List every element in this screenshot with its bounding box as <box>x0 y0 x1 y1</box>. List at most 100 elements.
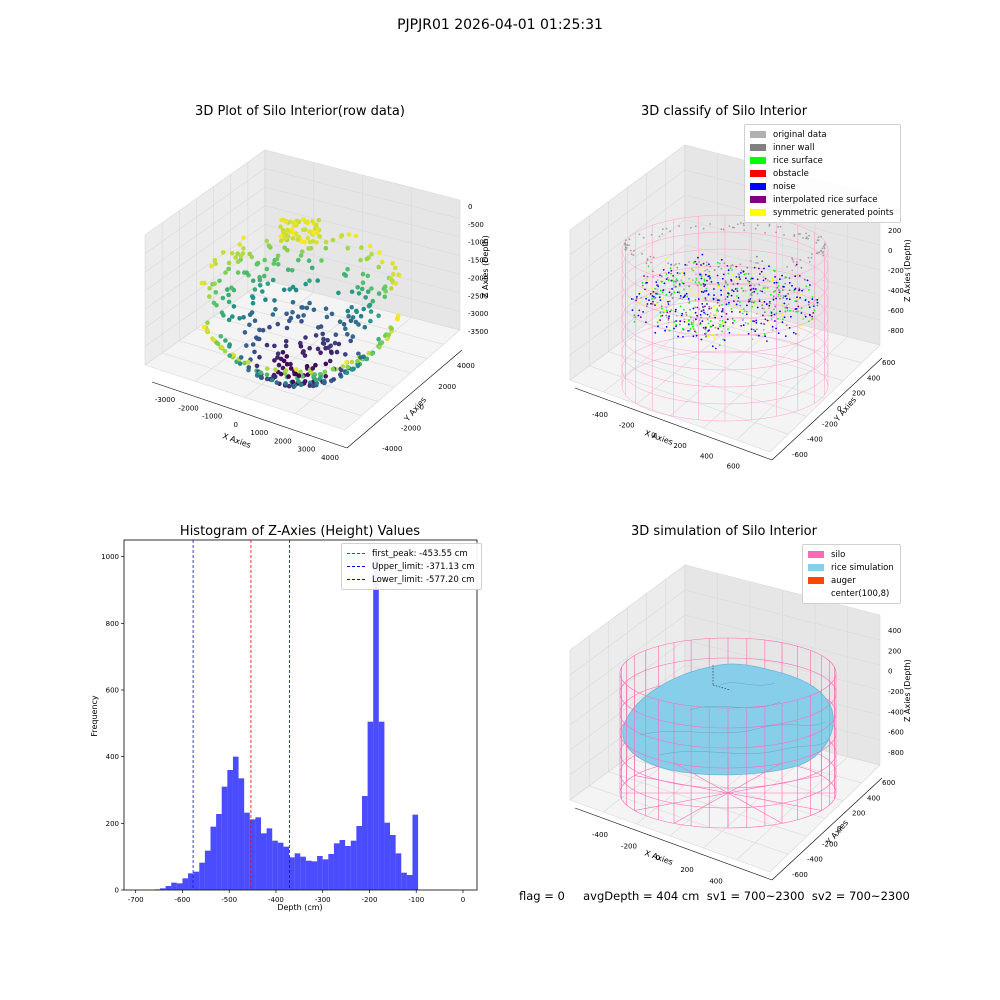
raw-data-point <box>247 322 252 328</box>
histogram-x-tick: -700 <box>128 896 144 904</box>
classified-point <box>700 264 702 266</box>
histogram-y-tick: 400 <box>106 753 119 761</box>
inner-wall-point <box>722 228 725 231</box>
classified-point <box>707 322 710 325</box>
raw-data-point <box>320 331 326 337</box>
raw-data-point <box>257 327 262 333</box>
histogram-bar <box>210 826 217 890</box>
classified-point <box>750 298 753 301</box>
classified-point <box>798 334 800 336</box>
classified-point <box>722 325 725 327</box>
simulation-y-tick: 600 <box>882 779 895 787</box>
classified-point <box>646 303 649 305</box>
raw-data-point <box>315 278 321 283</box>
raw-data-point <box>244 343 249 348</box>
classified-point <box>692 321 695 324</box>
histogram-bar <box>199 862 205 890</box>
classified-point <box>702 291 705 293</box>
classified-point <box>670 294 672 296</box>
classified-point <box>796 296 798 298</box>
classified-point <box>804 315 807 318</box>
classified-point <box>692 319 695 322</box>
classified-point <box>803 278 806 281</box>
inner-wall-point <box>646 259 649 261</box>
classify-x-tick: -400 <box>592 411 608 419</box>
inner-wall-point <box>739 263 742 266</box>
classified-point <box>702 270 704 272</box>
classified-point <box>703 285 705 287</box>
histogram-bar <box>221 786 228 890</box>
raw-data-point <box>241 235 246 240</box>
classified-point <box>727 292 730 295</box>
legend-label: Upper_limit: -371.13 cm <box>372 561 475 572</box>
raw-data-point <box>250 278 256 284</box>
classified-point <box>721 320 724 322</box>
inner-wall-point <box>768 225 771 227</box>
raw-x-tick: -2000 <box>178 404 198 412</box>
histogram-bar <box>412 814 419 890</box>
classified-point <box>705 289 708 292</box>
raw-data-point <box>340 364 346 369</box>
raw-data-point <box>345 266 350 272</box>
inner-wall-point <box>820 235 822 238</box>
classified-point <box>633 320 636 323</box>
raw-data-point <box>302 227 308 232</box>
raw-data-point <box>205 328 210 333</box>
classified-point <box>795 333 797 335</box>
classified-point <box>646 279 649 282</box>
classified-point <box>657 284 660 287</box>
inner-wall-point <box>740 269 743 272</box>
inner-wall-point <box>652 256 655 259</box>
classified-point <box>698 262 700 265</box>
histogram-bar <box>272 840 278 890</box>
classified-point <box>773 269 775 272</box>
raw-data-point <box>307 383 313 388</box>
classified-point <box>770 318 773 320</box>
classified-point <box>674 308 677 311</box>
raw-data-point <box>226 299 232 305</box>
classified-point <box>701 253 704 256</box>
classified-point <box>799 324 802 327</box>
raw-data-point <box>365 273 371 279</box>
classified-point <box>706 303 708 305</box>
classified-point <box>740 272 742 274</box>
classified-point <box>747 322 749 325</box>
classified-point <box>689 278 691 281</box>
histogram-x-tick: -200 <box>362 896 378 904</box>
raw-data-point <box>345 364 351 370</box>
raw-data-point <box>225 287 230 292</box>
classified-point <box>746 304 748 307</box>
raw-data-point <box>250 300 256 306</box>
classified-point <box>738 273 740 276</box>
histogram-bar <box>373 556 379 890</box>
classified-point <box>705 335 707 338</box>
classified-point <box>659 299 662 301</box>
raw-data-point <box>300 374 305 379</box>
classified-point <box>688 302 690 304</box>
classified-point <box>806 279 809 282</box>
inner-wall-point <box>757 262 759 264</box>
inner-wall-point <box>706 268 708 271</box>
raw-data-point <box>330 366 336 372</box>
inner-wall-point <box>768 223 771 226</box>
raw-data-point <box>241 315 246 320</box>
classified-point <box>675 320 677 322</box>
raw-data-point <box>217 278 222 284</box>
classified-point <box>722 328 725 330</box>
raw-data-point <box>233 255 238 260</box>
inner-wall-point <box>794 264 797 267</box>
classified-point <box>688 300 691 303</box>
classified-point <box>779 295 782 297</box>
classified-point <box>673 280 675 283</box>
inner-wall-point <box>658 235 661 238</box>
classified-point <box>670 269 673 272</box>
inner-wall-point <box>678 262 680 265</box>
classified-point <box>699 322 702 325</box>
raw-data-point <box>368 318 373 324</box>
classified-point <box>690 323 693 325</box>
classified-point <box>721 330 723 333</box>
raw-data-point <box>344 359 349 365</box>
classify-y-tick: 400 <box>867 374 880 382</box>
classified-point <box>720 310 723 313</box>
classified-point <box>742 308 745 311</box>
